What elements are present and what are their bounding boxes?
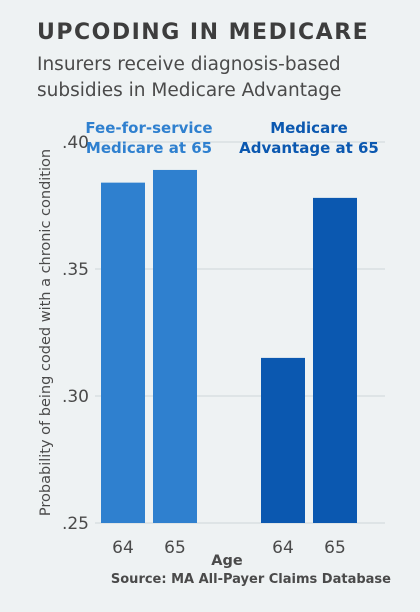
x-tick-label: 64 <box>112 538 134 558</box>
y-axis-label: Probability of being coded with a chroni… <box>38 149 54 516</box>
bar <box>101 182 145 523</box>
x-tick-label: 65 <box>164 538 186 558</box>
y-tick-label: .25 <box>62 514 89 534</box>
bar <box>153 169 197 523</box>
chart-title: UPCODING IN MEDICARE <box>37 20 370 45</box>
bar <box>261 357 305 523</box>
source-note: Source: MA All-Payer Claims Database <box>110 572 391 587</box>
bar <box>313 197 357 523</box>
series-label: Medicare <box>270 119 348 137</box>
series-label: Medicare at 65 <box>86 139 212 157</box>
series-label: Advantage at 65 <box>239 139 379 157</box>
y-tick-label: .30 <box>62 387 89 407</box>
x-tick-label: 65 <box>324 538 346 558</box>
y-tick-label: .35 <box>62 260 89 280</box>
y-tick-label: .40 <box>62 133 89 153</box>
x-tick-label: 64 <box>272 538 294 558</box>
chart-subtitle: Insurers receive diagnosis-based subsidi… <box>37 54 342 101</box>
series-label: Fee-for-service <box>85 119 212 137</box>
x-axis-label: Age <box>211 553 243 569</box>
